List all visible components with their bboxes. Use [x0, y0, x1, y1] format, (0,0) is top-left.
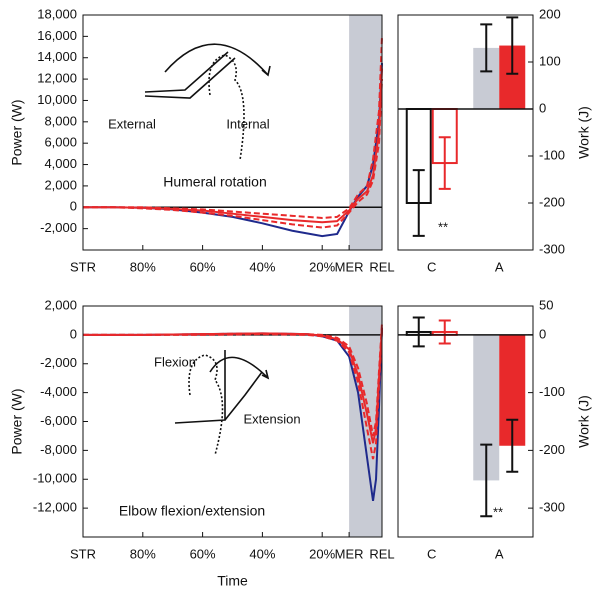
y-tick-label: -300 [539, 500, 565, 515]
x-tick-label: STR [70, 546, 96, 561]
y-tick-label: 2,000 [44, 177, 77, 192]
y-tick-label: -6,000 [40, 413, 77, 428]
x-tick-label: 40% [249, 546, 275, 561]
y-tick-label: -4,000 [40, 384, 77, 399]
x-tick-label: 40% [249, 259, 275, 274]
y-tick-label: -300 [539, 241, 565, 256]
plot-frame [397, 14, 534, 251]
y-tick-label: 0 [539, 326, 546, 341]
y-tick-label: -10,000 [33, 471, 77, 486]
y-tick-label: -8,000 [40, 442, 77, 457]
y-axis-label: Work (J) [576, 395, 592, 448]
arrow-arc [164, 43, 269, 76]
y-tick-label: 14,000 [37, 49, 77, 64]
x-tick-label: REL [369, 546, 394, 561]
x-tick-label: 80% [130, 546, 156, 561]
data-line [83, 327, 383, 444]
y-tick-label: -100 [539, 147, 565, 162]
x-tick-label: 60% [190, 259, 216, 274]
arrow-arc [209, 356, 269, 379]
y-tick-label: 2,000 [44, 297, 77, 312]
y-tick-label: 50 [539, 297, 553, 312]
icons [144, 43, 271, 456]
error-bar [438, 319, 451, 345]
x-tick-label: C [427, 259, 436, 274]
annotation: ** [438, 219, 448, 234]
y-tick-label: 18,000 [37, 6, 77, 21]
y-tick-label: 0 [70, 326, 77, 341]
x-tick-label: 60% [190, 546, 216, 561]
annotation: Internal [226, 116, 269, 131]
data-line [83, 63, 383, 238]
y-tick-label: 200 [539, 6, 561, 21]
error-bar [438, 136, 451, 190]
y-tick-label: 0 [70, 199, 77, 214]
x-tick-label: A [495, 546, 504, 561]
y-tick-label: -12,000 [33, 500, 77, 515]
arrow-head [261, 65, 271, 77]
y-axis-label: Power (W) [9, 388, 25, 454]
arrow-head [261, 369, 270, 380]
error-bar [480, 23, 493, 73]
y-tick-label: -100 [539, 384, 565, 399]
error-bar [506, 418, 519, 473]
data-line [83, 330, 383, 460]
x-tick-label: 80% [130, 259, 156, 274]
x-tick-label: 20% [309, 546, 335, 561]
error-bar [506, 16, 519, 75]
error-bar [412, 169, 425, 237]
x-tick-label: C [427, 546, 436, 561]
y-axis-label: Work (J) [576, 106, 592, 159]
y-tick-label: 6,000 [44, 135, 77, 150]
error-bar [412, 316, 425, 348]
plot-frame [82, 14, 383, 251]
annotation: Humeral rotation [163, 174, 267, 190]
data-line [83, 79, 383, 229]
y-tick-label: 16,000 [37, 28, 77, 43]
body-icon [208, 54, 245, 161]
plot-frame [82, 305, 383, 538]
x-tick-label: 20% [309, 259, 335, 274]
y-tick-label: 8,000 [44, 113, 77, 128]
y-tick-label: 10,000 [37, 92, 77, 107]
data-line [83, 327, 383, 502]
y-tick-label: 100 [539, 53, 561, 68]
y-tick-label: -2,000 [40, 220, 77, 235]
annotation: Extension [243, 411, 300, 426]
x-tick-label: STR [70, 259, 96, 274]
x-tick-label: MER [335, 546, 364, 561]
y-axis-label: Power (W) [9, 99, 25, 165]
y-tick-label: -2,000 [40, 355, 77, 370]
plot-frame [397, 305, 534, 538]
y-tick-label: -200 [539, 194, 565, 209]
x-tick-label: MER [335, 259, 364, 274]
arm-icon [174, 350, 263, 424]
x-tick-label: A [495, 259, 504, 274]
annotation: Flexion [154, 354, 196, 369]
arm-icon [144, 51, 229, 93]
body-icon [188, 354, 224, 456]
annotation: Elbow flexion/extension [119, 503, 265, 519]
y-tick-label: -200 [539, 442, 565, 457]
data-line [83, 68, 383, 224]
x-axis-label: Time [217, 573, 248, 589]
error-bar [480, 443, 493, 518]
annotation: ** [493, 504, 503, 519]
y-tick-label: 12,000 [37, 71, 77, 86]
y-tick-label: 0 [539, 100, 546, 115]
x-tick-label: REL [369, 259, 394, 274]
annotation: External [108, 116, 156, 131]
y-tick-label: 4,000 [44, 156, 77, 171]
arm-icon [144, 57, 236, 99]
